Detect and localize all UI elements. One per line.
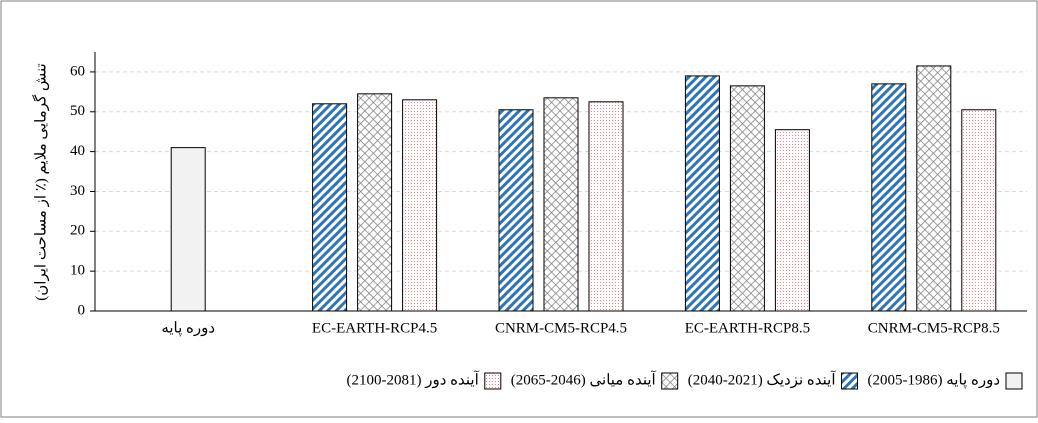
bar — [684, 75, 720, 312]
bar — [170, 147, 206, 312]
bar — [357, 93, 393, 312]
bar — [871, 83, 907, 312]
x-tick-label: دوره پایه — [161, 320, 215, 336]
x-tick-label: EC-EARTH-RCP8.5 — [685, 320, 810, 336]
y-tick-label: 60 — [70, 63, 85, 79]
x-tick-label: CNRM-CM5-RCP8.5 — [868, 320, 1000, 336]
legend-swatch — [661, 372, 679, 390]
y-tick-label: 40 — [70, 143, 85, 159]
bar — [961, 109, 997, 312]
legend-label: دوره پایه (1986-2005) — [868, 372, 1000, 388]
y-axis-title: تنش گرمایی ملایم (٪ از مساحت ایران) — [31, 63, 49, 300]
legend-label: آینده نزدیک (2021-2040) — [688, 370, 837, 388]
y-tick-label: 30 — [70, 183, 85, 199]
bar — [916, 65, 952, 312]
legend-label: آینده دور (2081-2100) — [347, 370, 480, 388]
bar — [588, 101, 624, 312]
bar — [312, 103, 348, 312]
y-tick-label: 20 — [70, 223, 85, 239]
bar — [729, 85, 765, 312]
bar — [498, 109, 534, 312]
y-tick-label: 10 — [70, 263, 85, 279]
bar — [774, 129, 810, 312]
x-tick-label: EC-EARTH-RCP4.5 — [312, 320, 437, 336]
legend-swatch — [1005, 372, 1023, 390]
y-tick-label: 0 — [78, 302, 86, 318]
legend-label: آینده میانی (2046-2065) — [511, 370, 657, 388]
x-tick-label: CNRM-CM5-RCP4.5 — [495, 320, 627, 336]
bar — [402, 99, 438, 312]
legend-swatch — [841, 372, 859, 390]
legend-swatch — [484, 372, 502, 390]
bar — [543, 97, 579, 312]
y-tick-label: 50 — [70, 103, 85, 119]
